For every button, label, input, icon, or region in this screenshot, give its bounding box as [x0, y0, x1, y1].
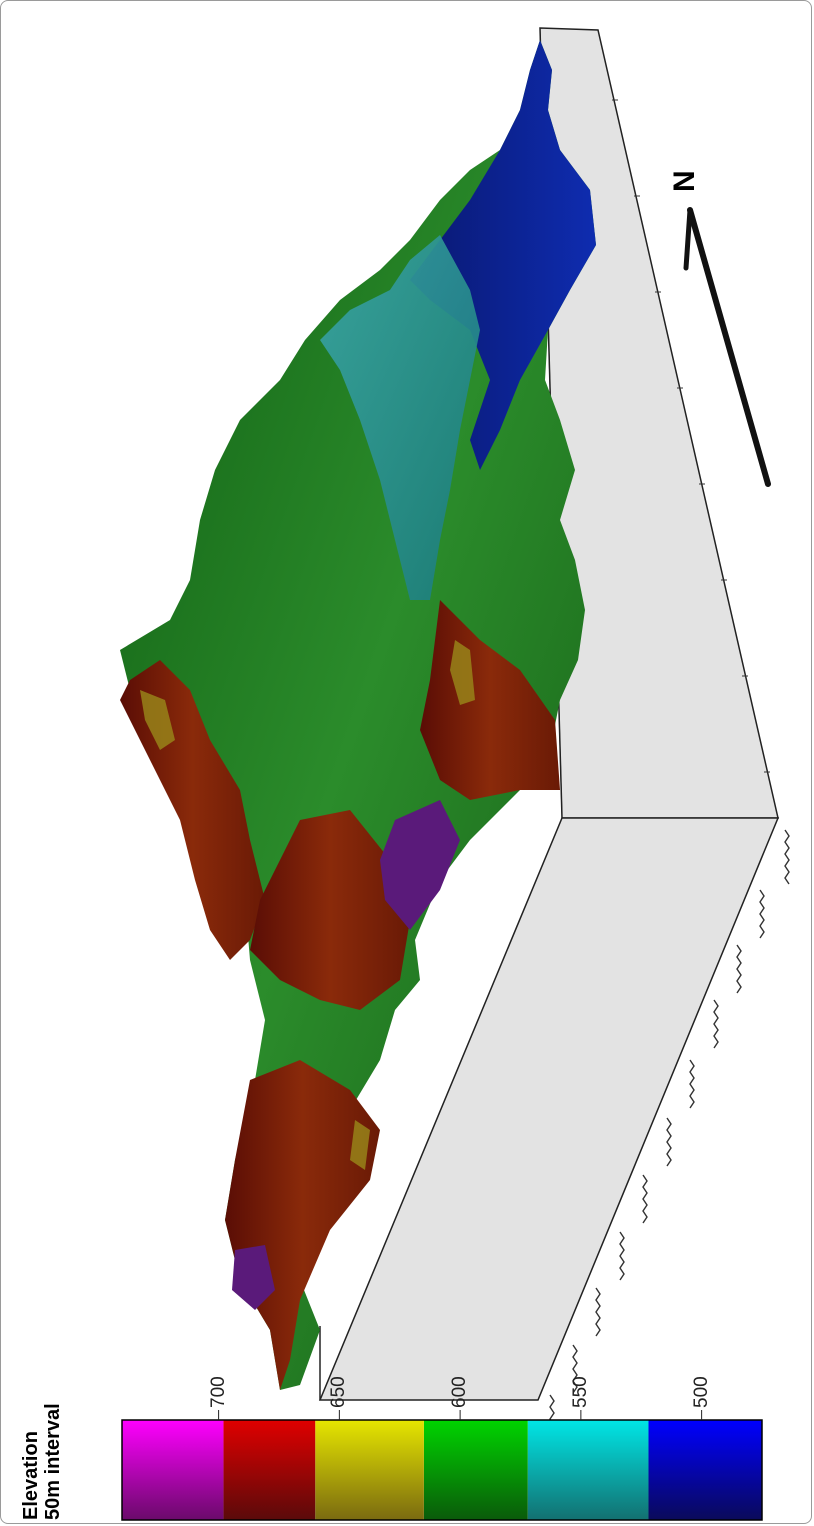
legend-title-line1: Elevation: [20, 1431, 42, 1520]
terrain-yellow-highlight-2: [450, 640, 475, 705]
terrain-cyan-zone: [320, 235, 480, 600]
terrain-red-zone-4: [225, 1060, 380, 1390]
terrain-red-zone-3: [250, 810, 410, 1010]
base-box-right-face: [539, 27, 779, 819]
terrain-outline: [120, 40, 596, 1390]
legend-tick-label: 700: [207, 1376, 229, 1408]
legend-tick-label: 650: [328, 1376, 350, 1408]
right-edge-ticks: [612, 99, 770, 773]
north-label: N: [668, 170, 701, 192]
terrain-purple-zone-2: [232, 1245, 275, 1310]
legend-tick-label: 550: [569, 1376, 591, 1408]
terrain-purple-zone-1: [380, 800, 460, 930]
terrain-yellow-highlight-1: [140, 690, 175, 750]
terrain-surface: [120, 40, 596, 1390]
legend-tick-label: 500: [690, 1376, 712, 1408]
legend-tick-label: 600: [449, 1376, 471, 1408]
north-arrow-shaft: [687, 207, 771, 487]
base-box: [318, 27, 780, 1401]
north-arrow-head: [683, 207, 693, 271]
base-box-left-face: [318, 817, 780, 1401]
bottom-edge-tick-scribbles: [549, 829, 790, 1438]
legend-title-line2: 50m interval: [42, 1403, 64, 1520]
north-arrow: [683, 207, 771, 487]
terrain-blue-zone: [410, 40, 596, 470]
terrain-yellow-highlight-3: [350, 1120, 370, 1170]
